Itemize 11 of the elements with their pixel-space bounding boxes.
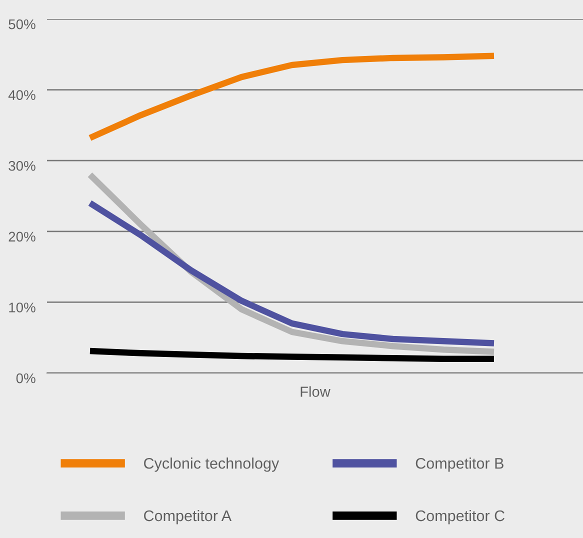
legend-label: Cyclonic technology	[144, 458, 280, 472]
legend-label: Competitor C	[416, 510, 505, 524]
x-axis-title: Flow	[300, 386, 330, 397]
y-tick-label: 40%	[8, 90, 36, 100]
legend-label: Competitor B	[416, 458, 504, 472]
y-tick-label: 20%	[8, 232, 36, 242]
y-tick-label: 30%	[8, 160, 36, 171]
y-tick-label: 0%	[16, 373, 36, 384]
y-tick-label: 50%	[8, 19, 36, 30]
legend-label: Competitor A	[144, 510, 232, 524]
y-tick-label: 10%	[9, 302, 36, 312]
